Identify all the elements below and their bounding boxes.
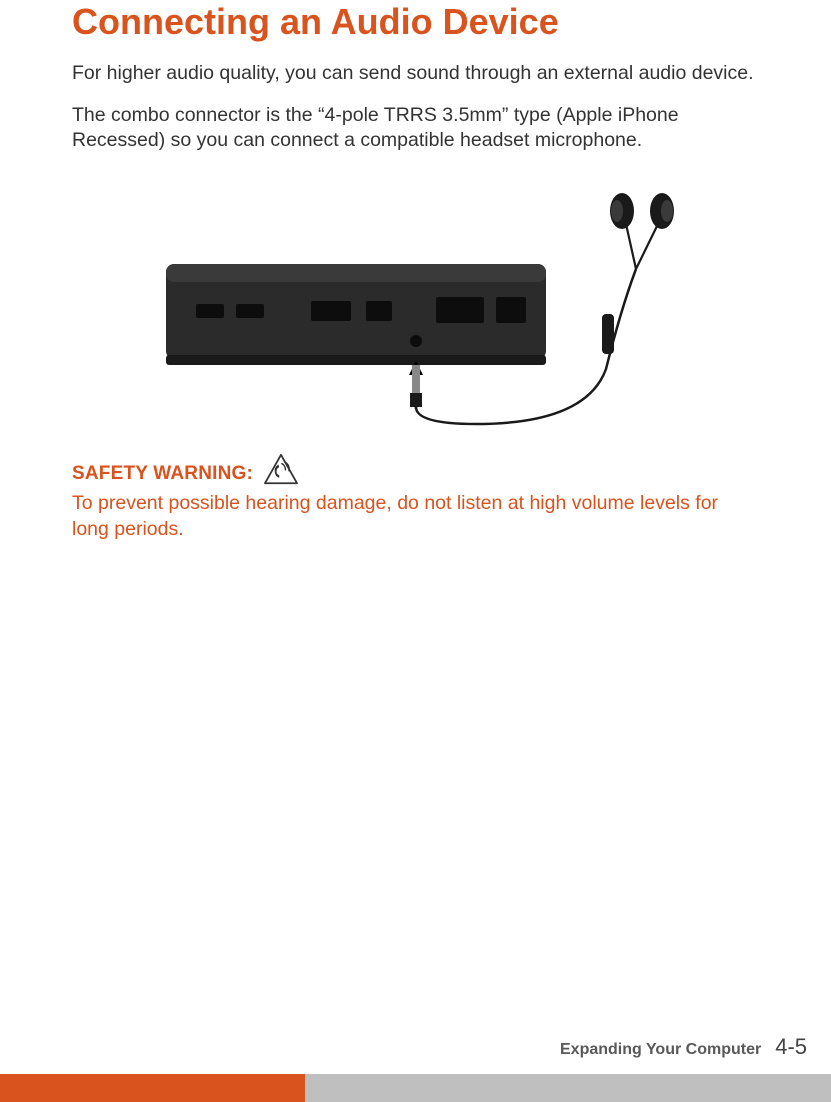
footer-bar-neutral	[305, 1074, 831, 1102]
footer-chapter-title: Expanding Your Computer	[560, 1041, 761, 1059]
safety-warning-label: SAFETY WARNING:	[72, 463, 253, 485]
footer-bar-accent	[0, 1074, 305, 1102]
hearing-warning-icon	[263, 453, 299, 485]
audio-device-figure	[136, 169, 696, 429]
safety-warning-text: To prevent possible hearing damage, do n…	[72, 491, 759, 542]
footer-page-number: 4-5	[775, 1034, 807, 1060]
page-heading: Connecting an Audio Device	[72, 0, 759, 43]
intro-paragraph-2: The combo connector is the “4-pole TRRS …	[72, 103, 759, 154]
intro-paragraph-1: For higher audio quality, you can send s…	[72, 61, 759, 86]
footer-color-bar	[0, 1074, 831, 1102]
